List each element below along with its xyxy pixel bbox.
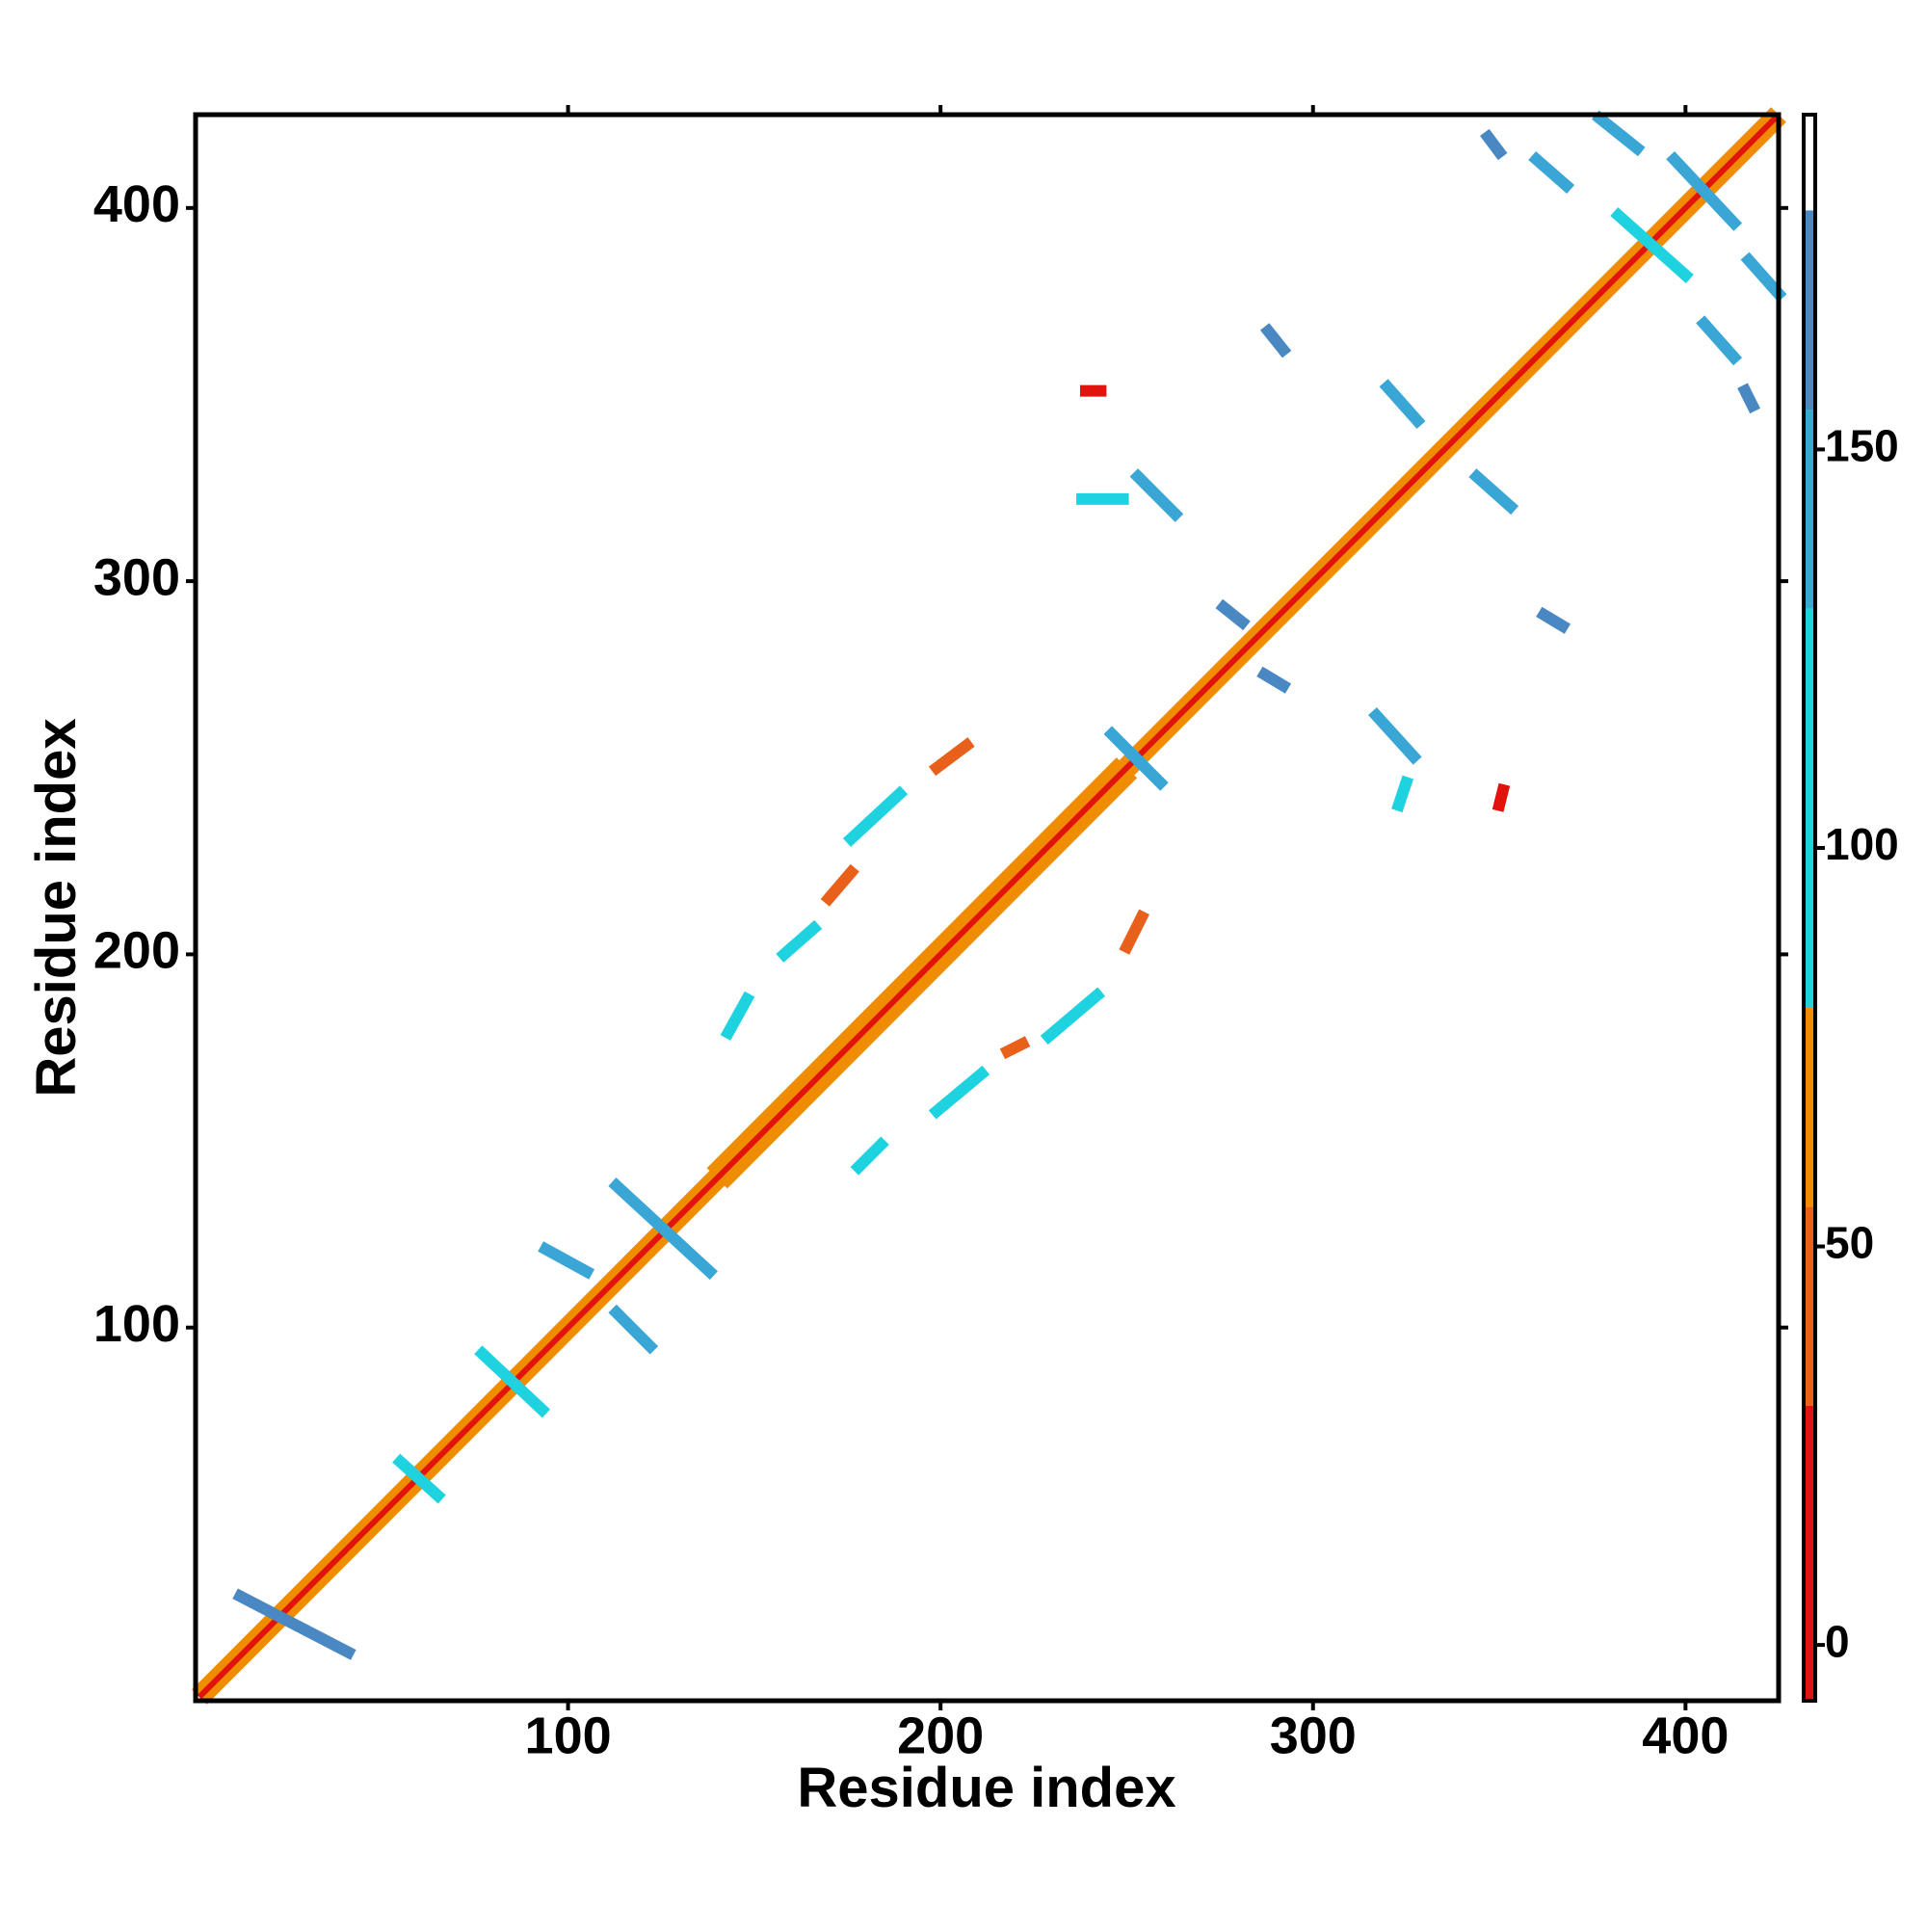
contact-strip bbox=[1256, 666, 1292, 694]
contact-strip bbox=[1666, 150, 1743, 231]
y-tick-label: 300 bbox=[93, 548, 180, 606]
contact-strip bbox=[776, 919, 823, 963]
colorbar-band bbox=[1804, 410, 1815, 609]
contact-strip bbox=[1468, 468, 1519, 516]
contact-strip bbox=[1391, 775, 1413, 813]
contact-strip bbox=[1119, 909, 1149, 955]
contact-strip bbox=[720, 991, 755, 1041]
plot-area bbox=[192, 107, 1787, 1705]
x-axis-title: Residue index bbox=[797, 1757, 1175, 1819]
contact-strip bbox=[1259, 323, 1292, 358]
contact-strip bbox=[1129, 468, 1184, 522]
contact-strip bbox=[842, 785, 909, 847]
contact-strip bbox=[1215, 598, 1251, 631]
contact-strip bbox=[850, 1136, 889, 1176]
contact-strip bbox=[1592, 110, 1646, 157]
contact-strip bbox=[1696, 315, 1743, 366]
contact-strip bbox=[1368, 707, 1422, 765]
contact-strip bbox=[928, 1065, 990, 1120]
contact-strip bbox=[474, 1345, 551, 1418]
contact-strip bbox=[538, 1241, 595, 1280]
colorbar-tick-label: 100 bbox=[1825, 819, 1899, 869]
contact-strip bbox=[1737, 383, 1760, 414]
x-tick-label: 200 bbox=[897, 1707, 984, 1764]
contact-strip bbox=[608, 1178, 718, 1281]
colorbar-band bbox=[1804, 1405, 1815, 1701]
y-tick-label: 200 bbox=[93, 922, 180, 980]
x-tick-label: 400 bbox=[1642, 1707, 1729, 1764]
contact-strip bbox=[820, 863, 859, 907]
colorbar-frame bbox=[1802, 113, 1817, 1703]
contact-strip bbox=[1040, 987, 1106, 1045]
contact-strip bbox=[1740, 251, 1787, 303]
y-tick-label: 400 bbox=[93, 175, 180, 233]
diagonal-band bbox=[197, 112, 1782, 1700]
y-tick-label: 100 bbox=[93, 1295, 180, 1353]
contact-strip bbox=[392, 1453, 446, 1504]
contact-strip bbox=[1103, 726, 1169, 791]
x-tick-label: 100 bbox=[525, 1707, 612, 1764]
contact-strip bbox=[1480, 128, 1508, 161]
plot-frame bbox=[193, 112, 1782, 1704]
y-axis-title: Residue index bbox=[25, 718, 88, 1097]
contact-strip bbox=[928, 737, 975, 777]
contact-strip bbox=[608, 1304, 659, 1355]
contact-strip bbox=[1379, 379, 1426, 430]
colorbar-band bbox=[1804, 1206, 1815, 1406]
colorbar-band bbox=[1804, 210, 1815, 410]
colorbar-tick-label: 50 bbox=[1825, 1218, 1874, 1268]
contact-strip bbox=[232, 1588, 356, 1660]
contact-strip bbox=[1610, 207, 1694, 284]
colorbar-band bbox=[1804, 1007, 1815, 1207]
colorbar-tick-label: 150 bbox=[1825, 421, 1899, 471]
colorbar-band bbox=[1804, 115, 1815, 211]
contact-strip bbox=[1536, 606, 1571, 634]
colorbar-tick-label: 0 bbox=[1825, 1616, 1850, 1666]
colorbar-band bbox=[1804, 608, 1815, 1008]
contact-strip bbox=[1528, 151, 1575, 195]
contact-strip bbox=[999, 1036, 1031, 1060]
x-tick-label: 300 bbox=[1270, 1707, 1357, 1764]
contact-strip bbox=[1491, 782, 1511, 812]
